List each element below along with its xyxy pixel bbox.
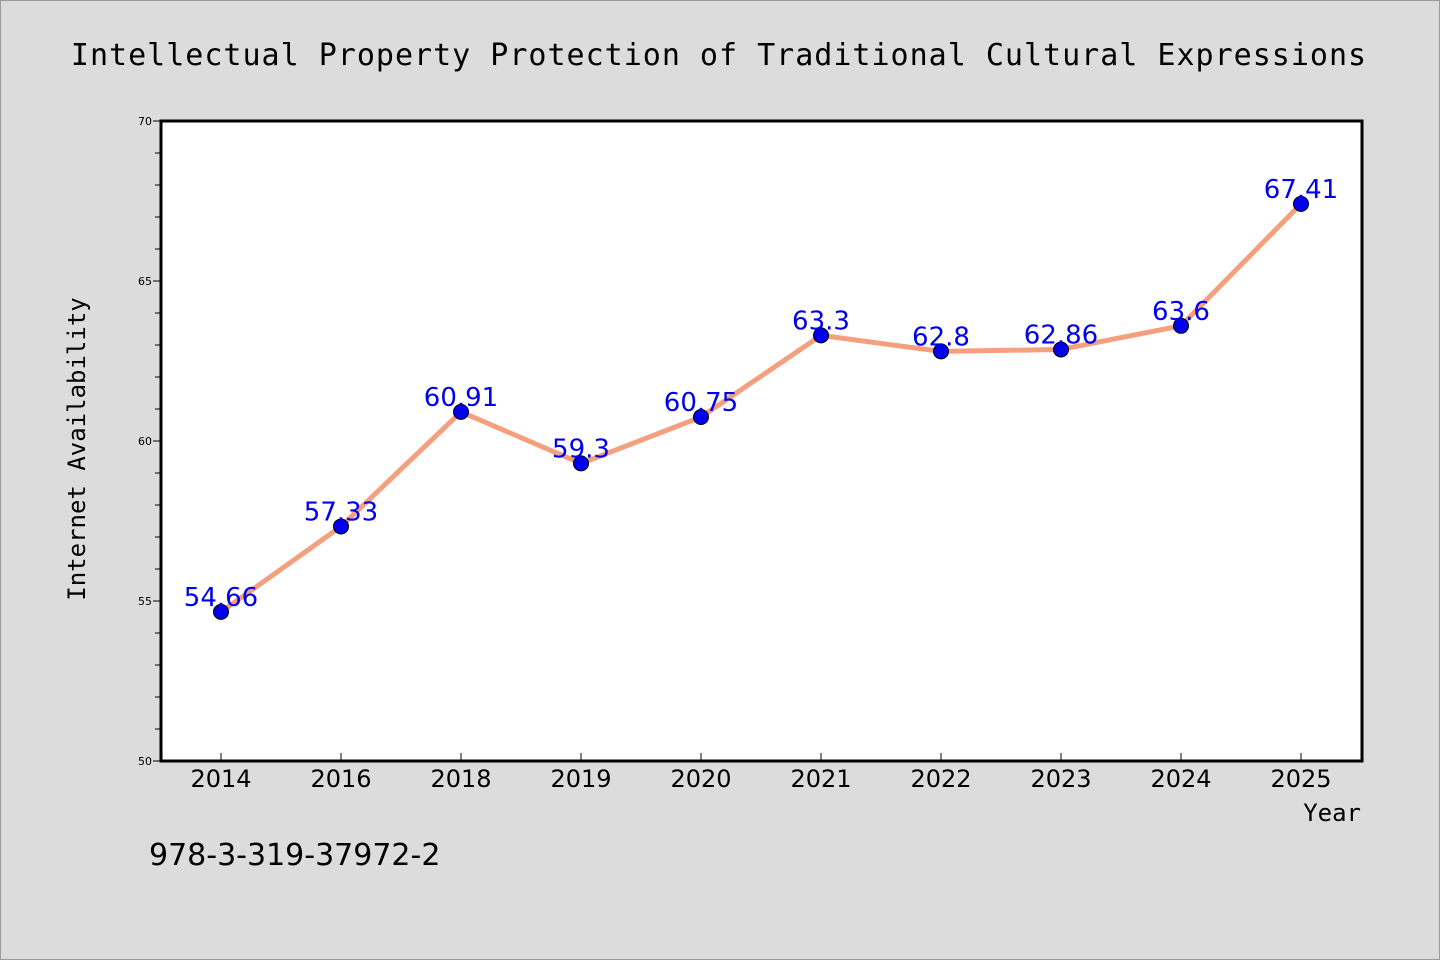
data-label: 63.6 bbox=[1152, 297, 1210, 327]
series-line bbox=[218, 201, 1304, 615]
data-label: 59.3 bbox=[552, 434, 610, 464]
data-point bbox=[333, 518, 349, 535]
data-label: 60.91 bbox=[424, 383, 498, 413]
data-label: 57.33 bbox=[304, 497, 378, 527]
data-point bbox=[1293, 195, 1309, 212]
plot-area bbox=[159, 119, 1364, 763]
data-label: 63.3 bbox=[792, 306, 850, 336]
x-tick-label: 2021 bbox=[790, 765, 851, 793]
x-tick-label: 2016 bbox=[310, 765, 371, 793]
data-point bbox=[933, 343, 949, 360]
x-tick-label: 2014 bbox=[190, 765, 251, 793]
x-tick-label: 2018 bbox=[430, 765, 491, 793]
y-tick-label: 65 bbox=[138, 275, 152, 288]
data-label: 60.75 bbox=[664, 388, 738, 418]
y-tick-label: 50 bbox=[138, 755, 152, 768]
y-tick-label: 70 bbox=[138, 115, 152, 128]
data-label: 62.86 bbox=[1024, 320, 1098, 350]
chart-title: Intellectual Property Protection of Trad… bbox=[71, 38, 1367, 73]
data-label: 67.41 bbox=[1264, 175, 1338, 205]
x-axis: 2014 2016 2018 2019 2020 2021 2022 2023 2024 2025 bbox=[190, 753, 1332, 793]
isbn-label: 978-3-319-37972-2 bbox=[149, 838, 440, 873]
data-point bbox=[1053, 341, 1069, 358]
x-tick-label: 2023 bbox=[1030, 765, 1091, 793]
x-axis-title: Year bbox=[1303, 799, 1361, 827]
data-point bbox=[1173, 317, 1189, 334]
data-label: 54.66 bbox=[184, 583, 258, 613]
series-layer: 54.66 57.33 60.91 59.3 60.75 63.3 62.8 62.86 63.… bbox=[184, 175, 1338, 620]
x-tick-label: 2025 bbox=[1270, 765, 1331, 793]
data-point bbox=[573, 455, 589, 472]
y-tick-label: 55 bbox=[138, 595, 152, 608]
data-label: 62.8 bbox=[912, 322, 970, 352]
y-tick-label: 60 bbox=[138, 435, 152, 448]
y-axis: 50 55 60 65 70 bbox=[138, 115, 161, 768]
data-point bbox=[213, 603, 229, 620]
x-tick-label: 2022 bbox=[910, 765, 971, 793]
x-tick-label: 2020 bbox=[670, 765, 731, 793]
data-point bbox=[813, 327, 829, 344]
x-tick-label: 2019 bbox=[550, 765, 611, 793]
data-point bbox=[453, 403, 469, 420]
data-point bbox=[693, 409, 709, 425]
x-tick-label: 2024 bbox=[1150, 765, 1211, 793]
y-axis-title: Internet Availability bbox=[63, 297, 91, 600]
